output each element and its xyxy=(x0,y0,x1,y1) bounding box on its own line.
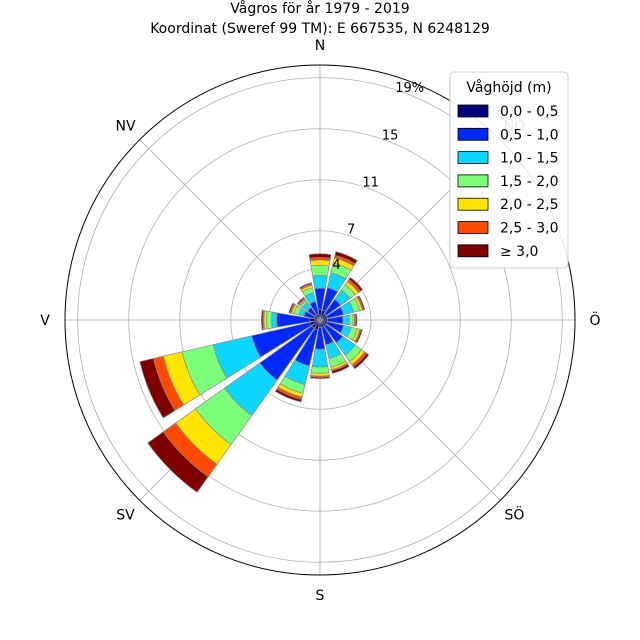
legend-entry-label: ≥ 3,0 xyxy=(500,244,538,260)
rose-bar-segment xyxy=(288,302,295,314)
rose-bar-segment xyxy=(331,363,350,374)
rose-bar-segment xyxy=(299,282,313,290)
legend-entry-label: 0,5 - 1,0 xyxy=(500,127,558,143)
rose-bar-segment xyxy=(348,314,354,326)
rose-bars xyxy=(139,251,370,493)
grid-ring xyxy=(230,230,410,410)
rose-bar-segment xyxy=(342,314,350,326)
grid-ring xyxy=(179,179,461,461)
ring-label: 4 xyxy=(332,258,340,273)
rose-bar-segment xyxy=(309,376,331,380)
rose-bar-segment xyxy=(274,388,303,403)
rose-bar-segment xyxy=(266,310,273,330)
chart-title-line2: Koordinat (Sweref 99 TM): E 667535, N 62… xyxy=(150,21,490,37)
direction-label: N xyxy=(315,38,325,54)
rose-bar-segment xyxy=(354,313,358,327)
ring-label: 7 xyxy=(347,223,355,238)
rose-bar-segment xyxy=(271,311,278,329)
outer-frame xyxy=(64,64,576,576)
legend-frame xyxy=(449,71,569,269)
direction-label: V xyxy=(40,313,50,329)
ring-label: 19% xyxy=(395,81,424,96)
rose-bar-segment xyxy=(296,296,305,305)
legend-entry-label: 2,5 - 3,0 xyxy=(500,221,558,237)
direction-label: S xyxy=(316,588,325,604)
rose-bar-segment xyxy=(352,352,370,370)
legend-entry-label: 2,0 - 2,5 xyxy=(500,197,558,213)
rose-bar-segment xyxy=(311,348,329,368)
rose-bar-segment xyxy=(357,295,366,311)
legend-swatch xyxy=(457,104,489,118)
legend: Våghöjd (m) 0,0 - 0,5 0,5 - 1,0 1,0 - 1,5 1,… xyxy=(449,71,569,269)
rose-bar-segment xyxy=(309,259,331,267)
legend-swatch xyxy=(457,174,489,188)
grid-ring xyxy=(77,77,563,563)
rose-bar-segment xyxy=(310,264,330,277)
legend-swatch xyxy=(457,127,489,141)
legend-swatch xyxy=(457,221,489,234)
direction-label: SV xyxy=(116,507,135,523)
ring-labels: 4 7 11 15 19% xyxy=(332,81,424,273)
rose-bar-segment xyxy=(355,329,363,344)
rose-bar-segment xyxy=(312,275,328,289)
rose-bar-segment xyxy=(310,366,330,374)
legend-entry-label: 0,0 - 0,5 xyxy=(500,104,558,120)
rose-bar-segment xyxy=(334,251,358,265)
legend-entry-label: 1,0 - 1,5 xyxy=(500,151,558,167)
legend-swatch xyxy=(457,197,489,211)
legend-entry-label: 1,5 - 2,0 xyxy=(500,174,558,190)
chart-title-line1: Vågros för år 1979 - 2019 xyxy=(230,0,409,17)
legend-swatch xyxy=(457,151,489,165)
rose-bar-segment xyxy=(147,431,209,493)
direction-label: SÖ xyxy=(505,505,525,523)
rose-bar-segment xyxy=(139,358,176,419)
ring-label: 11 xyxy=(362,175,379,190)
rose-bar-segment xyxy=(260,309,264,331)
ring-label: 15 xyxy=(382,128,399,143)
direction-label: NV xyxy=(116,119,136,135)
legend-swatch xyxy=(457,244,489,258)
rose-bar-segment xyxy=(348,276,364,292)
direction-label: Ö xyxy=(589,311,600,329)
grid-ring xyxy=(128,128,512,512)
rose-bar-segment xyxy=(308,253,332,259)
grid-spoke xyxy=(139,139,321,321)
legend-title: Våghöjd (m) xyxy=(466,79,551,96)
